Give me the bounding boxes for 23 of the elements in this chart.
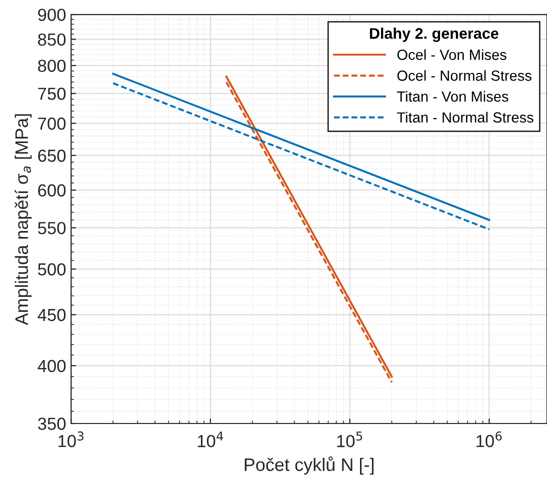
- legend-label: Titan - Von Mises: [397, 91, 508, 102]
- x-tick-label: 10$^{4}$: [198, 432, 224, 448]
- y-tick-label: 700: [38, 118, 66, 130]
- y-tick-label: 750: [38, 88, 66, 100]
- y-tick-label: 600: [38, 184, 66, 197]
- legend-label: Ocel - Von Mises: [397, 49, 506, 60]
- y-tick-label: 550: [38, 222, 66, 234]
- y-tick-label: 400: [38, 360, 66, 372]
- x-axis-title: Počet cyklů N [-]: [244, 456, 374, 475]
- y-tick-label: 800: [38, 60, 66, 72]
- y-tick-label: 500: [38, 263, 66, 276]
- legend-label: Ocel - Normal Stress: [397, 70, 532, 81]
- y-tick-label: 450: [38, 308, 66, 322]
- x-tick-label: 10$^{6}$: [476, 431, 502, 448]
- y-tick-label: 850: [38, 33, 66, 46]
- y-axis-title: Amplituda napětí σ$_{a}$ [MPa]: [14, 114, 32, 326]
- x-tick-label: 10$^{5}$: [337, 432, 362, 448]
- x-tick-label: 10$^{3}$: [58, 431, 84, 448]
- y-tick-label: 650: [38, 150, 66, 162]
- y-tick-label: 350: [38, 418, 66, 430]
- legend-label: Titan - Normal Stress: [397, 112, 534, 123]
- legend-title: Dlahy 2. generace: [370, 28, 498, 42]
- y-tick-label: 900: [38, 8, 66, 21]
